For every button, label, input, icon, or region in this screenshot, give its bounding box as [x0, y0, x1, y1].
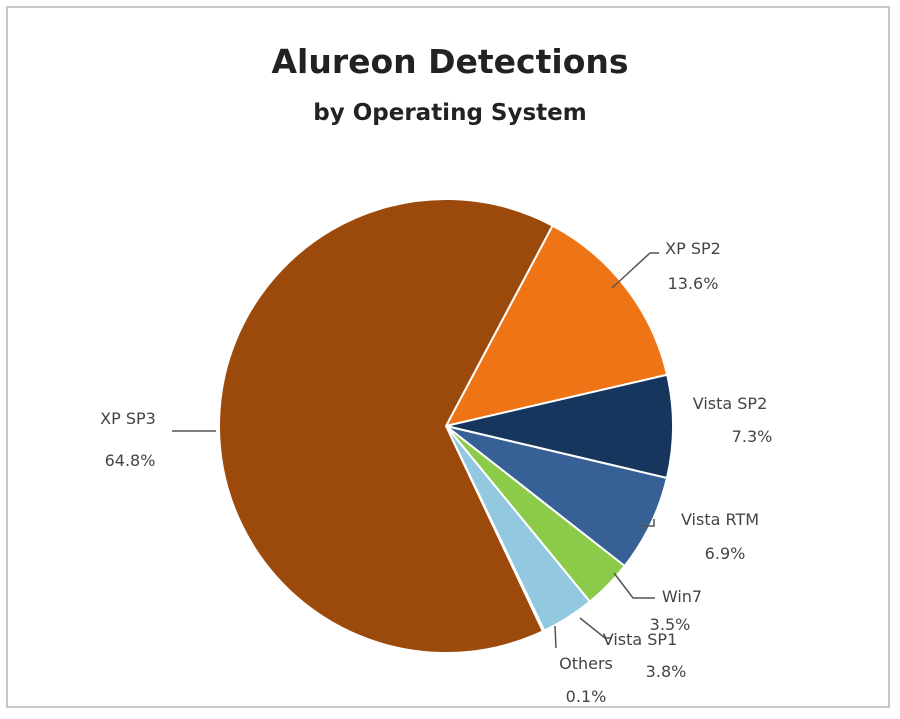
slice-label-others: Others: [559, 654, 613, 673]
leader-line-vista-rtm: [640, 519, 655, 527]
slice-label-vista-rtm: Vista RTM: [681, 510, 759, 529]
slice-label-vista-sp1: Vista SP1: [603, 630, 678, 649]
pie-slice-vista-sp2: [445, 373, 674, 480]
slice-label-win7: Win7: [662, 587, 702, 606]
slice-value-vista-sp1: 3.8%: [646, 662, 687, 681]
slice-value-xp-sp3: 64.8%: [105, 451, 156, 470]
leader-line-win7: [613, 572, 655, 599]
leader-line-xp-sp2: [611, 252, 659, 289]
slice-value-others: 0.1%: [566, 687, 607, 706]
slice-label-xp-sp2: XP SP2: [665, 239, 721, 258]
slice-label-xp-sp3: XP SP3: [100, 409, 156, 428]
leader-line-others: [554, 625, 557, 649]
slice-value-vista-rtm: 6.9%: [705, 544, 746, 563]
slice-value-vista-sp2: 7.3%: [732, 427, 773, 446]
chart-subtitle: by Operating System: [313, 100, 587, 126]
slice-value-xp-sp2: 13.6%: [668, 274, 719, 293]
leader-line-vista-sp1: [579, 617, 612, 639]
slice-value-win7: 3.5%: [650, 615, 691, 634]
chart-title: Alureon Detections: [271, 42, 629, 81]
slice-label-vista-sp2: Vista SP2: [693, 394, 768, 413]
pie-slice-xp-sp3: [218, 198, 554, 654]
pie-slice-xp-sp2: [444, 224, 669, 428]
